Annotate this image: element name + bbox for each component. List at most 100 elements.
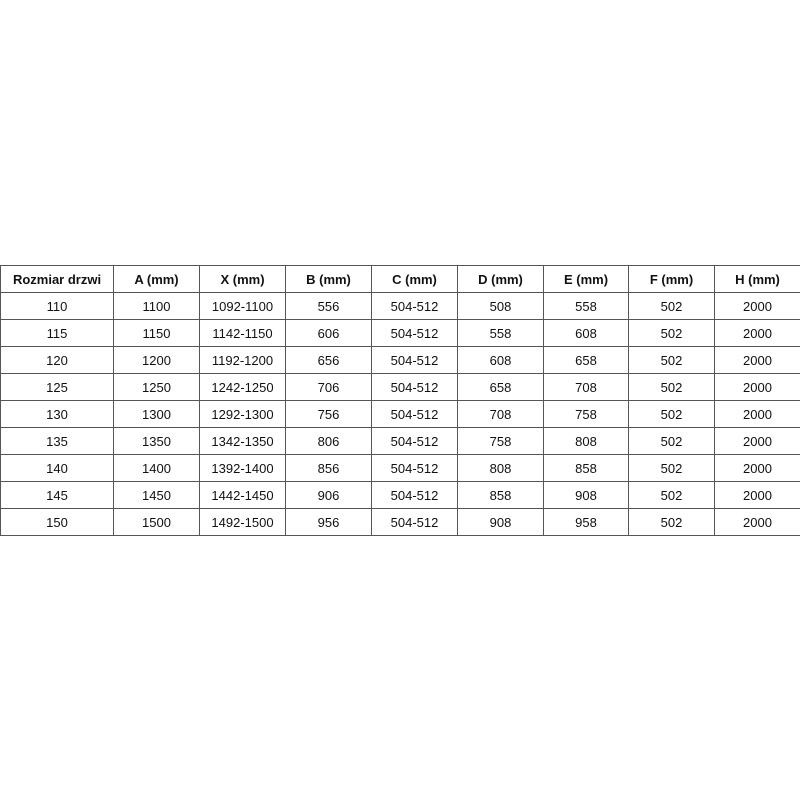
table-cell: 2000 [714,346,800,374]
table-cell: 502 [628,292,715,320]
table-cell: 2000 [714,373,800,401]
table-cell: 558 [543,292,629,320]
table-row: 150 1500 1492-1500 956 504-512 908 958 502 2000 [0,508,800,536]
table-cell: 906 [285,481,372,509]
table-cell: 1442-1450 [199,481,286,509]
table-cell: 115 [0,319,114,347]
table-cell: 125 [0,373,114,401]
table-cell: 708 [457,400,544,428]
table-row: 120 1200 1192-1200 656 504-512 608 658 502 2000 [0,346,800,374]
column-header: Rozmiar drzwi [0,265,114,293]
table-cell: 706 [285,373,372,401]
table-cell: 502 [628,481,715,509]
table-cell: 856 [285,454,372,482]
table-cell: 1300 [113,400,200,428]
table-cell: 808 [457,454,544,482]
table-cell: 656 [285,346,372,374]
table-row: 145 1450 1442-1450 906 504-512 858 908 502 2000 [0,481,800,509]
table-cell: 1092-1100 [199,292,286,320]
table-cell: 110 [0,292,114,320]
table-cell: 1500 [113,508,200,536]
table-cell: 502 [628,454,715,482]
table-cell: 1150 [113,319,200,347]
table-cell: 1200 [113,346,200,374]
table-cell: 502 [628,319,715,347]
table-cell: 502 [628,346,715,374]
table-cell: 120 [0,346,114,374]
header-row: Rozmiar drzwi A (mm) X (mm) B (mm) C (mm) D (… [0,265,800,293]
table-cell: 556 [285,292,372,320]
table-cell: 145 [0,481,114,509]
table-cell: 2000 [714,481,800,509]
table-cell: 2000 [714,427,800,455]
table-cell: 1392-1400 [199,454,286,482]
table-cell: 2000 [714,319,800,347]
table-cell: 758 [457,427,544,455]
table-cell: 504-512 [371,508,458,536]
table-cell: 502 [628,427,715,455]
table-cell: 708 [543,373,629,401]
table-cell: 606 [285,319,372,347]
table-cell: 1142-1150 [199,319,286,347]
table-cell: 2000 [714,400,800,428]
table-cell: 1250 [113,373,200,401]
table-row: 110 1100 1092-1100 556 504-512 508 558 502 2000 [0,292,800,320]
table-cell: 504-512 [371,454,458,482]
column-header: C (mm) [371,265,458,293]
table-cell: 908 [457,508,544,536]
table-cell: 758 [543,400,629,428]
table-row: 130 1300 1292-1300 756 504-512 708 758 502 2000 [0,400,800,428]
table-cell: 504-512 [371,427,458,455]
column-header: E (mm) [543,265,629,293]
table-cell: 502 [628,373,715,401]
table-cell: 1492-1500 [199,508,286,536]
table-cell: 608 [457,346,544,374]
table-cell: 956 [285,508,372,536]
table-cell: 806 [285,427,372,455]
table-cell: 808 [543,427,629,455]
table-cell: 658 [457,373,544,401]
table-row: 125 1250 1242-1250 706 504-512 658 708 502 2000 [0,373,800,401]
table-cell: 1292-1300 [199,400,286,428]
table-cell: 502 [628,508,715,536]
table-cell: 140 [0,454,114,482]
column-header: F (mm) [628,265,715,293]
table-cell: 1342-1350 [199,427,286,455]
column-header: D (mm) [457,265,544,293]
column-header: A (mm) [113,265,200,293]
table-cell: 504-512 [371,373,458,401]
column-header: X (mm) [199,265,286,293]
table-cell: 1192-1200 [199,346,286,374]
table-cell: 958 [543,508,629,536]
table-cell: 504-512 [371,292,458,320]
table-cell: 858 [457,481,544,509]
table-cell: 508 [457,292,544,320]
table-row: 115 1150 1142-1150 606 504-512 558 608 502 2000 [0,319,800,347]
table-cell: 130 [0,400,114,428]
table-cell: 1100 [113,292,200,320]
table-cell: 2000 [714,292,800,320]
table-cell: 558 [457,319,544,347]
table-cell: 1400 [113,454,200,482]
table-cell: 135 [0,427,114,455]
table-cell: 608 [543,319,629,347]
table-cell: 658 [543,346,629,374]
table-cell: 504-512 [371,481,458,509]
column-header: H (mm) [714,265,800,293]
column-header: B (mm) [285,265,372,293]
table-cell: 1242-1250 [199,373,286,401]
table-cell: 756 [285,400,372,428]
table-cell: 502 [628,400,715,428]
table-cell: 504-512 [371,346,458,374]
table-cell: 858 [543,454,629,482]
dimensions-table: Rozmiar drzwi A (mm) X (mm) B (mm) C (mm) D (… [0,265,800,536]
table-cell: 504-512 [371,400,458,428]
table-row: 135 1350 1342-1350 806 504-512 758 808 502 2000 [0,427,800,455]
table-cell: 150 [0,508,114,536]
table-cell: 2000 [714,454,800,482]
table-row: 140 1400 1392-1400 856 504-512 808 858 502 2000 [0,454,800,482]
table-cell: 504-512 [371,319,458,347]
table-cell: 908 [543,481,629,509]
table-cell: 1450 [113,481,200,509]
table-cell: 2000 [714,508,800,536]
